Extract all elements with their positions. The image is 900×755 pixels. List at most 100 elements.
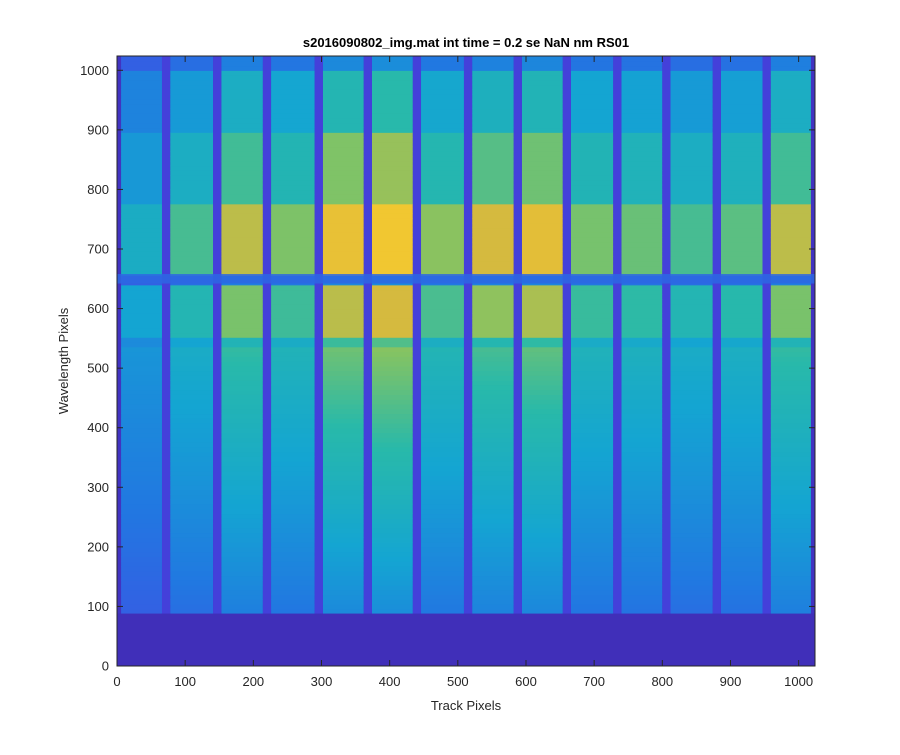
heatmap-cell <box>421 380 464 386</box>
track-9 <box>521 56 563 666</box>
heatmap-cell <box>322 403 364 410</box>
heatmap-cell <box>720 470 763 476</box>
heatmap-cell <box>670 198 713 205</box>
heatmap-cell <box>371 356 413 362</box>
track-gap <box>513 56 522 666</box>
heatmap-cell <box>570 303 614 310</box>
heatmap-cell <box>720 222 763 229</box>
heatmap-cell <box>472 265 514 272</box>
heatmap-cell <box>720 532 763 538</box>
heatmap-cell <box>770 556 811 562</box>
heatmap-cell <box>472 565 514 572</box>
heatmap-cell <box>720 380 763 386</box>
heatmap-cell <box>521 584 563 591</box>
heatmap-cell <box>322 394 364 400</box>
heatmap-cell <box>770 189 811 195</box>
heatmap-cell <box>472 141 514 148</box>
heatmap-cell <box>621 184 663 191</box>
heatmap-cell <box>121 532 162 538</box>
heatmap-cell <box>421 532 464 538</box>
heatmap-cell <box>720 303 763 310</box>
heatmap-cell <box>770 551 811 557</box>
heatmap-cell <box>121 480 162 486</box>
heatmap-cell <box>621 65 663 71</box>
heatmap-cell <box>770 151 811 157</box>
heatmap-cell <box>472 127 514 133</box>
heatmap-cell <box>121 361 162 367</box>
track-gap <box>262 56 272 666</box>
heatmap-cell <box>521 60 563 67</box>
heatmap-cell <box>322 451 364 457</box>
heatmap-cell <box>521 203 563 210</box>
heatmap-cell <box>621 561 663 567</box>
heatmap-cell <box>271 399 315 405</box>
heatmap-cell <box>371 389 413 395</box>
heatmap-cell <box>720 570 763 577</box>
heatmap-cell <box>720 527 763 534</box>
heatmap-cell <box>221 523 263 529</box>
heatmap-cell <box>371 84 413 90</box>
heatmap-cell <box>720 537 763 543</box>
heatmap-cell <box>221 384 263 391</box>
heatmap-cell <box>421 570 464 577</box>
heatmap-cell <box>570 256 614 262</box>
heatmap-cell <box>371 341 413 348</box>
heatmap-cell <box>371 437 413 443</box>
heatmap-cell <box>421 299 464 305</box>
heatmap-cell <box>322 203 364 210</box>
heatmap-cell <box>570 389 614 395</box>
heatmap-cell <box>621 594 663 600</box>
heatmap-cell <box>720 241 763 248</box>
heatmap-cell <box>670 70 713 76</box>
heatmap-cell <box>371 546 413 553</box>
heatmap-cell <box>221 604 263 610</box>
heatmap-cell <box>322 170 364 176</box>
heatmap-cell <box>621 246 663 252</box>
heatmap-cell <box>521 318 563 324</box>
heatmap-cell <box>371 337 413 343</box>
heatmap-cell <box>221 56 263 62</box>
heatmap-cell <box>322 146 364 152</box>
heatmap-cell <box>521 141 563 148</box>
heatmap-cell <box>472 241 514 248</box>
x-tick-label: 700 <box>583 674 605 689</box>
heatmap-cell <box>720 194 763 200</box>
heatmap-cell <box>521 508 563 515</box>
heatmap-cell <box>371 141 413 148</box>
heatmap-cell <box>570 375 614 381</box>
heatmap-cell <box>271 456 315 462</box>
heatmap-cell <box>521 89 563 95</box>
heatmap-cell <box>371 179 413 186</box>
heatmap-cell <box>271 608 315 615</box>
x-tick-label: 200 <box>242 674 264 689</box>
heatmap-cell <box>271 232 315 238</box>
heatmap-cell <box>472 65 514 71</box>
heatmap-cell <box>720 418 763 424</box>
heatmap-cell <box>271 127 315 133</box>
heatmap-cell <box>621 556 663 562</box>
track-gap <box>363 56 372 666</box>
heatmap-cell <box>421 194 464 200</box>
heatmap-cell <box>621 103 663 110</box>
heatmap-cell <box>670 175 713 181</box>
heatmap-cell <box>521 260 563 267</box>
heatmap-cell <box>770 518 811 524</box>
heatmap-cell <box>720 451 763 457</box>
heatmap-cell <box>221 594 263 600</box>
heatmap-cell <box>720 561 763 567</box>
heatmap-cell <box>121 198 162 205</box>
heatmap-cell <box>570 523 614 529</box>
heatmap-cell <box>121 446 162 453</box>
heatmap-cell <box>121 551 162 557</box>
heatmap-cell <box>322 141 364 148</box>
heatmap-cell <box>121 456 162 462</box>
heatmap-cell <box>421 551 464 557</box>
heatmap-cell <box>770 351 811 357</box>
heatmap-cell <box>221 408 263 415</box>
heatmap-cell <box>670 365 713 372</box>
heatmap-cell <box>170 160 214 167</box>
heatmap-cell <box>371 94 413 100</box>
heatmap-cell <box>221 608 263 615</box>
heatmap-cell <box>521 189 563 195</box>
heatmap-cell <box>521 184 563 191</box>
